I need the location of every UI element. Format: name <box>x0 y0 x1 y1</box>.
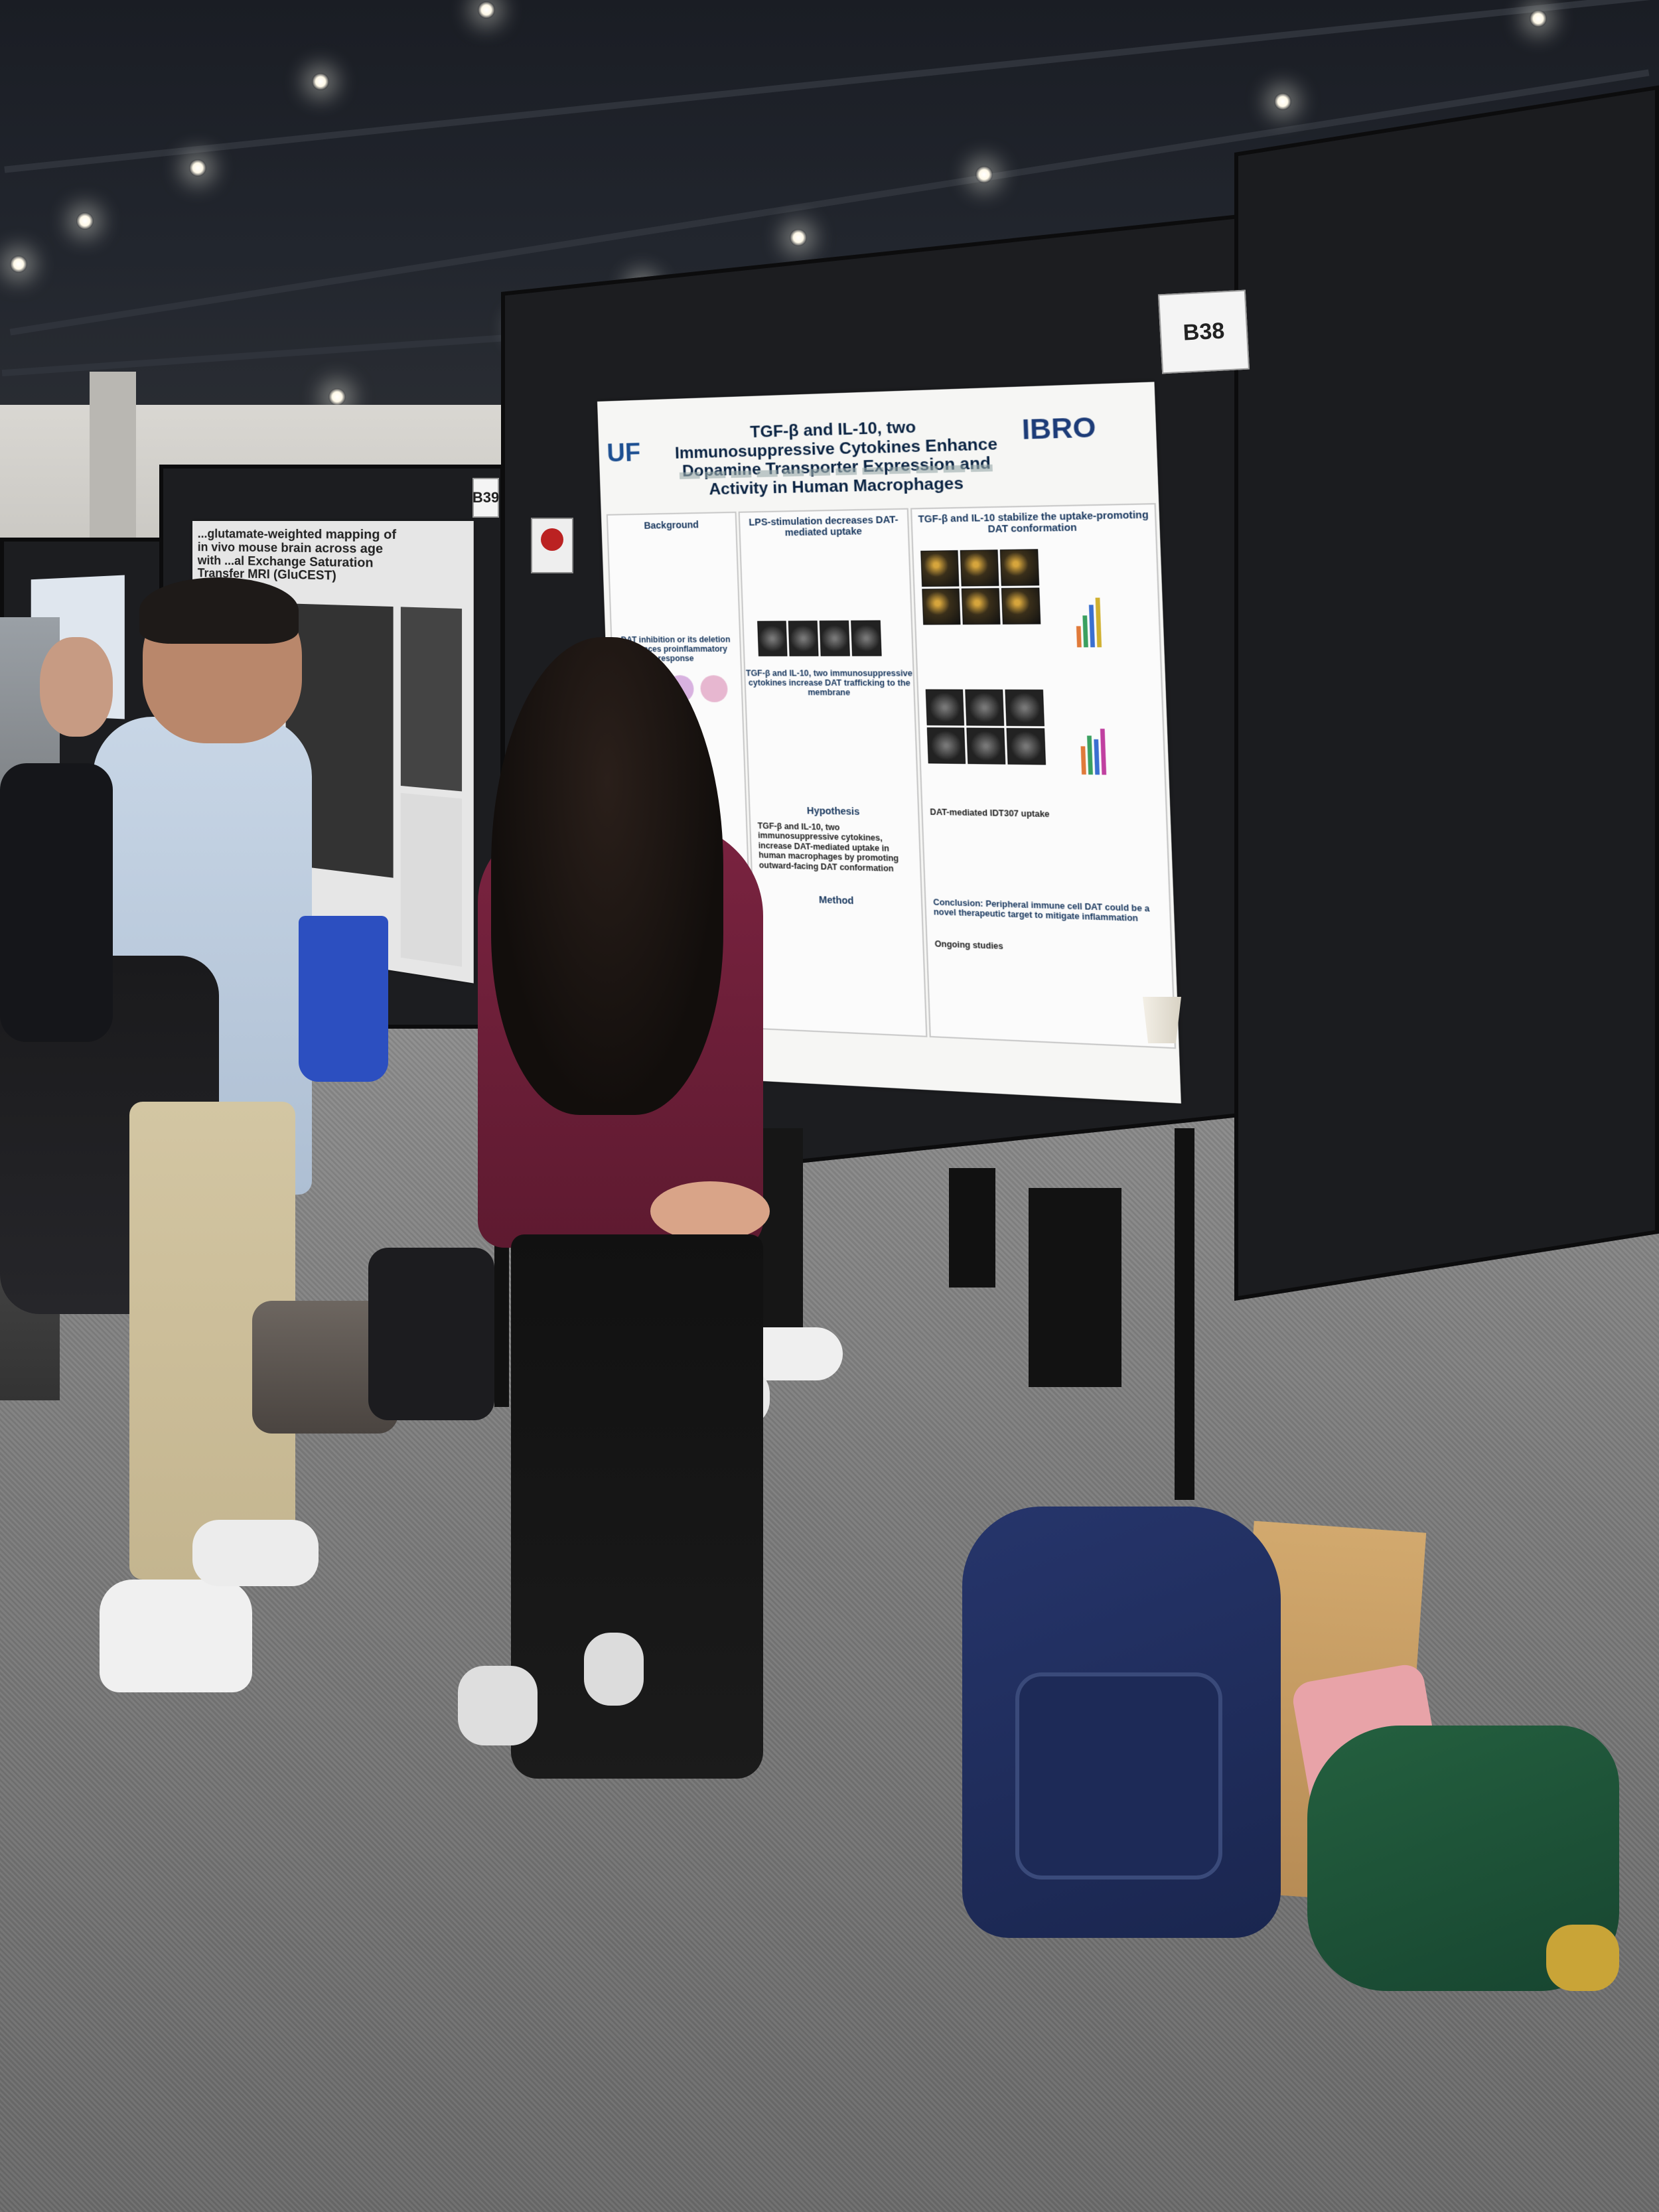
micrograph <box>1007 728 1046 765</box>
micrograph <box>1005 690 1044 726</box>
hypothesis-text: TGF-β and IL-10, two immunosuppressive c… <box>757 821 912 874</box>
section-heading: Background <box>608 518 735 532</box>
woman-trousers <box>511 1234 763 1779</box>
micrograph <box>926 690 964 726</box>
woman-shoe <box>458 1666 538 1745</box>
man-shoe <box>100 1580 252 1692</box>
paper-cup <box>1143 997 1181 1043</box>
ceiling-light <box>312 73 329 90</box>
poster-figure-panel <box>401 607 462 791</box>
person-background-legs <box>949 1168 995 1288</box>
no-symbol-icon <box>541 528 563 551</box>
micrograph <box>927 727 966 764</box>
ibro-logo: IBRO <box>1021 412 1096 446</box>
section-heading: TGF-β and IL-10, two immunosuppressive c… <box>745 668 914 698</box>
ongoing-heading: Ongoing studies <box>934 939 1081 954</box>
micrograph <box>1000 549 1039 586</box>
board-number-left: B39 <box>472 478 499 518</box>
ceiling-light <box>790 229 807 246</box>
woman-hair <box>491 637 723 1115</box>
micrograph <box>965 690 1004 726</box>
yellow-pouch <box>1546 1925 1619 1991</box>
ceiling-light <box>10 256 27 273</box>
micrograph <box>960 550 999 586</box>
micrograph <box>922 589 960 625</box>
section-heading: Method <box>753 892 921 908</box>
section-heading: Hypothesis <box>750 804 918 818</box>
ceiling-light <box>328 388 346 406</box>
black-bag <box>368 1248 494 1420</box>
woman-shoe <box>584 1633 644 1706</box>
bar-chart-figure <box>1075 591 1102 647</box>
bar-chart-figure <box>1080 718 1106 775</box>
left-poster-title: ...glutamate-weighted mapping of in vivo… <box>198 528 407 585</box>
section-heading: TGF-β and IL-10 stabilize the uptake-pro… <box>912 509 1155 536</box>
conclusion-text: Conclusion: Peripheral immune cell DAT c… <box>933 897 1163 924</box>
backpack-front-pocket <box>1015 1672 1222 1880</box>
poster-text-panel <box>401 793 462 967</box>
poster-board-right <box>1234 86 1659 1301</box>
poster-column-middle: LPS-stimulation decreases DAT-mediated u… <box>739 508 928 1037</box>
woman-hand <box>650 1181 770 1241</box>
micrograph <box>820 621 850 656</box>
ceiling-light <box>189 159 206 177</box>
micrograph <box>788 621 819 656</box>
micrograph <box>962 588 1001 625</box>
person-background-head <box>40 637 113 737</box>
man-shoe <box>192 1520 319 1586</box>
poster-column-right: TGF-β and IL-10 stabilize the uptake-pro… <box>910 503 1176 1049</box>
micrograph <box>966 727 1005 764</box>
section-heading: DAT-mediated IDT307 uptake <box>930 807 1061 820</box>
ceiling-light <box>975 166 993 183</box>
sign-icon <box>531 518 573 573</box>
section-heading: LPS-stimulation decreases DAT-mediated u… <box>740 514 908 539</box>
micrograph <box>920 550 959 587</box>
board-number-main: B38 <box>1158 290 1250 374</box>
blue-bag <box>299 916 388 1082</box>
cell-diagram <box>700 675 728 702</box>
poster-title: TGF-β and IL-10, two Immunosuppressive C… <box>671 415 1002 500</box>
man-hair <box>139 577 299 644</box>
backpack-dark <box>0 763 113 1042</box>
uf-logo: UF <box>607 439 641 469</box>
micrograph <box>757 621 787 656</box>
ceiling-light <box>76 212 94 230</box>
ceiling-light <box>478 1 495 19</box>
ceiling-light <box>1274 93 1291 110</box>
ceiling-light <box>1530 10 1547 27</box>
board-leg <box>1175 1128 1194 1500</box>
micrograph <box>1001 587 1041 624</box>
micrograph <box>851 621 882 656</box>
person-background-legs <box>1029 1188 1121 1387</box>
